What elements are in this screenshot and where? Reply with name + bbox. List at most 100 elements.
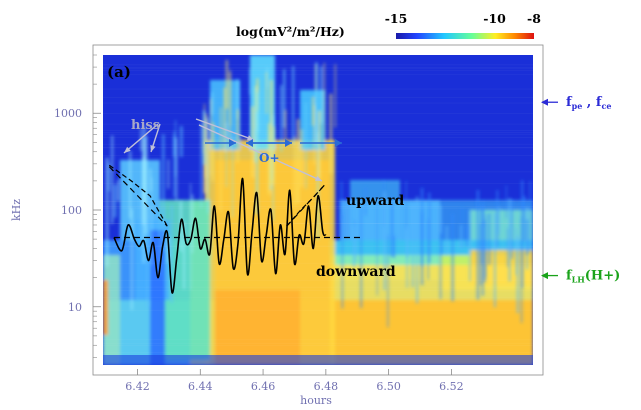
spec-streak <box>364 187 367 216</box>
x-tick-label: 6.52 <box>439 380 464 393</box>
spec-streak <box>149 168 152 192</box>
spec-streak <box>159 207 161 276</box>
spec-streak <box>392 235 396 258</box>
spec-streak <box>355 200 358 261</box>
spec-streak <box>480 223 482 286</box>
spec-streak <box>523 195 526 241</box>
spec-streak <box>220 107 222 213</box>
spec-streak <box>323 62 326 142</box>
spec-streak <box>497 206 500 235</box>
spectrogram-image <box>103 55 533 365</box>
spec-streak <box>138 192 142 249</box>
oplus-arrowhead <box>246 139 253 147</box>
spec-streak <box>207 117 209 214</box>
spec-hline <box>103 223 533 224</box>
marker-arrowhead <box>541 272 548 280</box>
spec-streak <box>273 126 275 184</box>
spec-hline <box>103 339 533 341</box>
x-tick-label: 6.42 <box>125 380 150 393</box>
spec-streak <box>266 67 269 88</box>
colorbar-tick-label: -8 <box>527 11 541 26</box>
marker-label-main: f <box>566 95 573 110</box>
spec-streak <box>315 62 318 145</box>
colorbar-title: log(mV²/m²/Hz) <box>236 24 345 39</box>
colorbar-tick-label: -15 <box>385 11 408 26</box>
spec-streak <box>405 180 407 231</box>
spec-streak <box>296 119 300 204</box>
oplus-arrowhead <box>335 139 342 147</box>
spec-hline <box>103 280 533 281</box>
spec-streak <box>482 200 485 226</box>
spec-streak <box>255 112 259 215</box>
spec-cell <box>150 230 165 365</box>
spec-streak <box>387 235 389 328</box>
spec-streak <box>341 214 344 309</box>
spec-streak <box>167 159 170 189</box>
marker-label-main2: f <box>596 95 603 110</box>
oplus-arrowhead <box>229 139 236 147</box>
spec-streak <box>376 196 378 296</box>
marker-label-suffix: (H+) <box>585 269 620 284</box>
spec-streak <box>161 206 165 252</box>
spec-streak <box>158 215 160 238</box>
spec-hline <box>103 113 533 114</box>
spec-hline <box>103 342 533 344</box>
spec-streak <box>130 208 133 311</box>
colorbar-ticks: -15 -10 -8 <box>385 11 542 26</box>
colorbar-tick-label: -10 <box>483 11 506 26</box>
spec-streak <box>236 79 239 119</box>
spec-streak <box>317 132 319 240</box>
spectrogram-streak-layer <box>105 60 531 328</box>
spec-hline <box>103 206 533 208</box>
marker-label-sub: LH <box>572 275 586 285</box>
marker-label: fpe , fce <box>566 95 611 111</box>
spec-streak <box>390 196 394 257</box>
x-tick-label: 6.50 <box>376 380 401 393</box>
spec-hline <box>103 182 533 184</box>
spec-hline <box>103 137 533 138</box>
spec-hline <box>103 286 533 288</box>
hiss-arrow <box>123 123 159 154</box>
annotation-oplus: O+ <box>259 151 280 165</box>
overlay-layer <box>108 118 364 294</box>
spec-streak <box>383 191 386 291</box>
spec-streak <box>151 177 153 266</box>
y-axis-label: kHz <box>10 199 23 221</box>
x-axis-label: hours <box>300 394 332 407</box>
spec-streak <box>320 66 323 124</box>
spec-streak <box>211 122 215 182</box>
x-tick-label: 6.46 <box>251 380 276 393</box>
spec-streak <box>269 79 273 186</box>
envelope-curve <box>286 184 325 227</box>
spec-streak <box>173 136 176 157</box>
spec-streak <box>352 226 356 267</box>
spec-hline <box>103 297 533 299</box>
spec-hline <box>103 143 533 145</box>
spec-streak <box>170 204 173 304</box>
spec-streak <box>249 68 251 95</box>
spec-streak <box>225 60 229 109</box>
annotation-upward: upward <box>346 193 404 209</box>
spec-hline <box>103 155 533 156</box>
spec-streak <box>496 190 499 248</box>
spec-streak <box>525 219 529 255</box>
marker-label-sep: , <box>582 95 596 110</box>
spec-hline <box>103 132 533 133</box>
spec-hline <box>103 207 533 209</box>
spec-streak <box>313 104 315 165</box>
spec-streak <box>256 92 260 132</box>
spec-streak <box>476 190 480 300</box>
envelope-curve <box>108 164 168 227</box>
spec-streak <box>515 227 517 276</box>
spec-streak <box>329 93 333 174</box>
spec-streak <box>129 150 132 219</box>
spec-streak <box>439 239 442 300</box>
spec-streak <box>175 137 178 202</box>
spec-streak <box>200 122 202 208</box>
spec-streak <box>428 192 431 263</box>
spec-streak <box>229 72 231 151</box>
spec-hline <box>103 133 533 135</box>
spec-streak <box>334 64 336 128</box>
spec-cell <box>330 300 533 365</box>
